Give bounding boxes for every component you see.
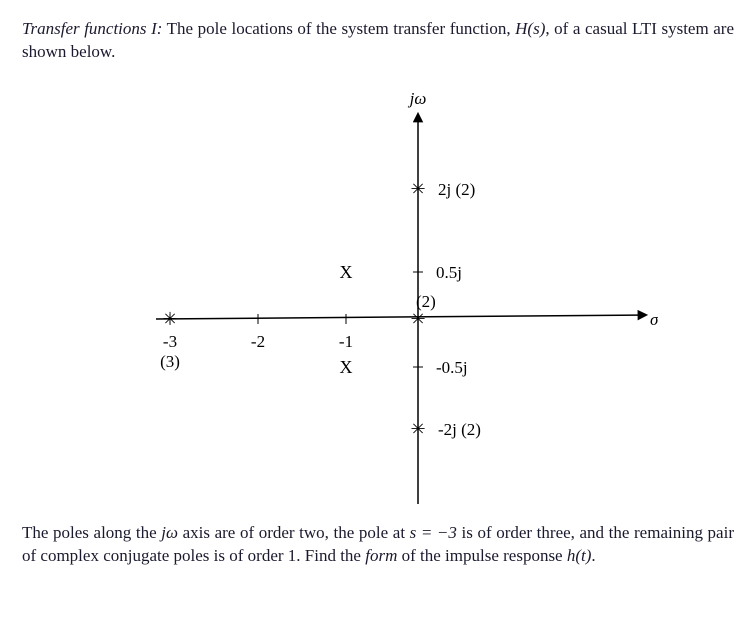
sigma-axis-label: σ (650, 310, 658, 329)
pole-2j: ✳ (410, 179, 425, 199)
jw-text: jω (161, 523, 178, 542)
pole-neg3: ✳ (162, 309, 177, 329)
pole-zero-diagram: jωσ-3(3)-2-10.5j-0.5j✳✳(2)✳2j (2)✳-2j (2… (22, 74, 734, 504)
problem-title: Transfer functions I: (22, 19, 162, 38)
form-word: form (365, 546, 397, 565)
outro-paragraph: The poles along the jω axis are of order… (22, 522, 734, 568)
intro-paragraph: Transfer functions I: The pole locations… (22, 18, 734, 64)
x-tick-label: -3 (163, 332, 177, 351)
outro-1a: The poles along the (22, 523, 161, 542)
zero-neg1-upper: X (340, 262, 353, 282)
pole-origin: ✳ (410, 309, 425, 329)
outro-1b: axis are of order two, the pole at (178, 523, 410, 542)
outro-1e: . (591, 546, 595, 565)
y-tick-label: 0.5j (436, 263, 462, 282)
x-tick-label: -2 (251, 332, 265, 351)
pz-plot-svg: jωσ-3(3)-2-10.5j-0.5j✳✳(2)✳2j (2)✳-2j (2… (98, 74, 658, 504)
outro-1d: of the impulse response (397, 546, 567, 565)
pole-origin-label: (2) (416, 292, 436, 311)
intro-body-1: The pole locations of the system transfe… (162, 19, 515, 38)
s-eq: s = −3 (410, 523, 457, 542)
pole-neg2j: ✳ (410, 419, 425, 439)
pole-neg2j-label: -2j (2) (438, 420, 481, 439)
jw-axis-label: jω (408, 89, 427, 108)
x-tick-label: -1 (339, 332, 353, 351)
y-tick-label: -0.5j (436, 358, 468, 377)
ht-text: h(t) (567, 546, 592, 565)
sigma-axis (156, 315, 646, 319)
x-tick-order: (3) (160, 352, 180, 371)
H-of-s: H(s) (515, 19, 545, 38)
zero-neg1-lower: X (340, 357, 353, 377)
pole-2j-label: 2j (2) (438, 180, 475, 199)
